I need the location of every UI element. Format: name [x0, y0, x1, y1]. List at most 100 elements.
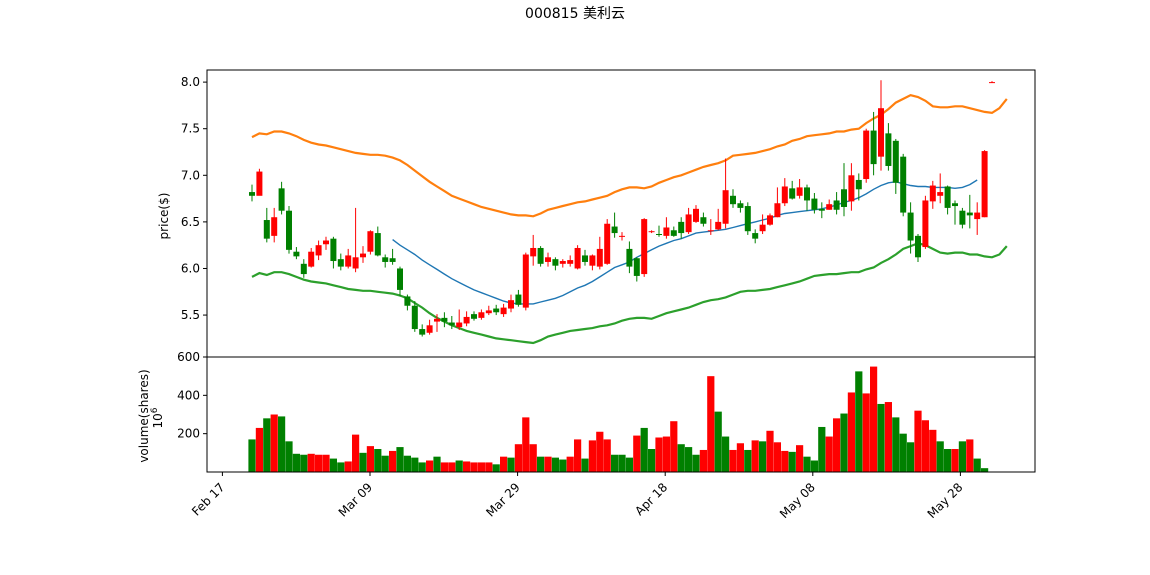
- candle: [441, 312, 448, 328]
- candle: [826, 199, 833, 210]
- candle-body: [278, 188, 285, 211]
- candle-body: [841, 189, 847, 207]
- volume-bar: [581, 458, 589, 472]
- volume-bar: [529, 444, 537, 472]
- candle-body: [404, 296, 411, 306]
- candle-body: [463, 316, 470, 324]
- candle: [522, 252, 529, 311]
- candle: [448, 316, 455, 330]
- volume-bar: [670, 421, 678, 472]
- lower-band-line: [251, 242, 1008, 345]
- candle: [530, 234, 537, 266]
- volume-bar: [522, 417, 530, 472]
- candle: [804, 184, 810, 211]
- volume-bar: [603, 439, 611, 472]
- volume-bar: [396, 447, 404, 472]
- price-y-tick-label: 8.0: [181, 75, 200, 89]
- candle-body: [759, 224, 766, 232]
- candle-body: [633, 258, 640, 276]
- volume-bar: [625, 457, 633, 472]
- candle: [759, 214, 766, 234]
- candle: [907, 202, 914, 254]
- volume-bar: [477, 462, 485, 472]
- candle: [937, 173, 944, 204]
- volume-y-tick-label: 400: [177, 388, 200, 402]
- candle-body: [648, 231, 655, 233]
- candle-body: [811, 198, 818, 210]
- candle-body: [537, 247, 544, 264]
- candle: [360, 246, 366, 263]
- candle: [663, 217, 670, 239]
- candle-body: [426, 325, 433, 333]
- candle: [559, 259, 566, 268]
- candle-body: [685, 214, 692, 233]
- volume-bar: [551, 457, 559, 472]
- candle: [752, 229, 759, 244]
- candle: [426, 319, 433, 335]
- volume-bar: [736, 443, 744, 472]
- volume-bar: [744, 449, 752, 472]
- candle: [471, 311, 477, 321]
- volume-bar: [810, 460, 818, 472]
- candle-body: [848, 175, 855, 202]
- candle: [952, 200, 958, 225]
- candle: [589, 254, 596, 271]
- candle-body: [929, 185, 936, 202]
- candle-body: [308, 251, 315, 267]
- candle: [249, 184, 255, 202]
- candle: [271, 207, 278, 243]
- candle-body: [559, 261, 566, 264]
- price-y-axis-label: price($): [157, 193, 171, 240]
- candle-body: [804, 187, 810, 201]
- volume-bar: [292, 453, 300, 472]
- volume-bar: [707, 376, 715, 472]
- candle: [722, 158, 729, 229]
- candle-body: [700, 217, 707, 224]
- candle-body: [678, 221, 685, 234]
- candle: [841, 163, 847, 217]
- candle: [774, 187, 781, 218]
- candle-body: [552, 259, 559, 266]
- candle-body: [337, 259, 344, 267]
- candle: [915, 234, 921, 262]
- candle-body: [434, 318, 440, 322]
- candle-body: [493, 308, 500, 313]
- volume-bar: [929, 429, 937, 472]
- candle-body: [293, 251, 300, 257]
- volume-bar: [899, 433, 907, 472]
- candle: [345, 248, 352, 269]
- candle-body: [900, 156, 907, 213]
- candle: [308, 247, 315, 268]
- volume-bar: [470, 462, 478, 472]
- candle: [885, 123, 892, 171]
- candle: [966, 194, 973, 229]
- volume-bar: [944, 449, 952, 472]
- volume-bar: [699, 449, 707, 472]
- candle: [545, 252, 551, 267]
- candle: [278, 181, 285, 215]
- volume-bar: [411, 457, 419, 472]
- candle: [670, 226, 677, 237]
- volume-bar: [559, 459, 567, 472]
- volume-bar: [544, 456, 552, 472]
- candle-body: [300, 263, 307, 275]
- price-panel: 5.5 6.0 6.5 7.0 7.5 8.0 price($): [157, 69, 1036, 358]
- candle: [737, 200, 744, 213]
- candle: [900, 153, 907, 217]
- candle-body: [944, 186, 951, 208]
- candle-body: [619, 235, 625, 237]
- candle-body: [397, 268, 403, 290]
- price-y-tick-label: 6.5: [181, 215, 200, 229]
- candle: [323, 236, 329, 250]
- volume-bar: [818, 426, 826, 472]
- candle-body: [974, 212, 981, 220]
- volume-bar: [537, 456, 545, 472]
- candle: [959, 207, 966, 229]
- volume-bar: [448, 462, 456, 472]
- volume-bar: [892, 417, 900, 472]
- candle: [796, 179, 803, 199]
- volume-bar: [433, 456, 441, 472]
- volume-bar: [692, 454, 700, 472]
- volume-bar: [455, 460, 463, 472]
